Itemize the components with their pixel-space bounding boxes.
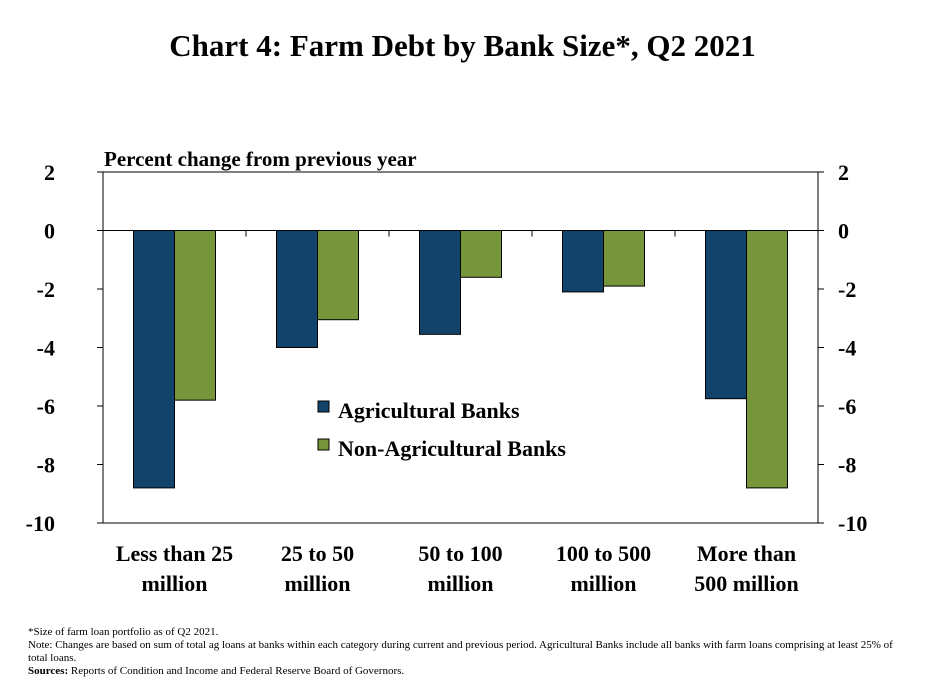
category-label: 100 to 500 <box>556 541 651 566</box>
bar <box>317 230 359 321</box>
bar <box>133 230 175 489</box>
bar <box>276 230 318 348</box>
bar-chart: 2 2 0 0 -2 -2 -4 -4 -6 -6 -8 -8 -10 -10 Less than 25 mi… <box>26 147 868 596</box>
y-tick-label-left: 2 <box>44 160 55 185</box>
sources-text: Reports of Condition and Income and Fede… <box>68 665 405 677</box>
category-label: Less than 25 <box>116 541 233 566</box>
category-label: 500 million <box>694 571 799 596</box>
category-label: 50 to 100 <box>418 541 502 566</box>
category-label: million <box>427 571 493 596</box>
y-tick-label-left: -4 <box>37 336 55 361</box>
y-tick-label-right: -8 <box>838 453 856 478</box>
category-label: More than <box>697 541 796 566</box>
legend-label: Agricultural Banks <box>338 398 520 423</box>
category-label: million <box>141 571 207 596</box>
sources-label: Sources: <box>28 665 69 677</box>
bar <box>746 230 788 489</box>
bar <box>562 230 604 293</box>
y-tick-label-right: -4 <box>838 336 856 361</box>
y-tick-label-right: 0 <box>838 219 849 244</box>
sources-footnote: Sources: Reports of Condition and Income… <box>28 665 908 678</box>
y-tick-label-right: 2 <box>838 160 849 185</box>
category-label: million <box>284 571 350 596</box>
bar <box>174 230 216 401</box>
y-tick-label-right: -6 <box>838 394 856 419</box>
y-tick-label-right: -2 <box>838 277 856 302</box>
y-tick-label-left: -2 <box>37 277 55 302</box>
category-label: 25 to 50 <box>281 541 354 566</box>
legend-label: Non-Agricultural Banks <box>338 436 566 461</box>
bar <box>460 230 502 278</box>
footnotes: *Size of farm loan portfolio as of Q2 20… <box>28 626 908 678</box>
note-footnote: Note: Changes are based on sum of total … <box>28 639 893 664</box>
bar <box>603 230 645 287</box>
size-footnote: *Size of farm loan portfolio as of Q2 20… <box>28 626 219 638</box>
y-tick-label-left: -10 <box>26 511 55 536</box>
chart-title: Chart 4: Farm Debt by Bank Size*, Q2 202… <box>169 28 756 63</box>
y-axis-label: Percent change from previous year <box>104 147 417 171</box>
legend-swatch <box>317 438 330 451</box>
bar <box>419 230 461 335</box>
y-tick-label-left: -8 <box>37 453 55 478</box>
category-label: million <box>570 571 636 596</box>
bar <box>705 230 747 400</box>
y-tick-label-left: 0 <box>44 219 55 244</box>
y-tick-label-left: -6 <box>37 394 55 419</box>
y-tick-label-right: -10 <box>838 511 867 536</box>
legend-swatch <box>317 400 330 413</box>
